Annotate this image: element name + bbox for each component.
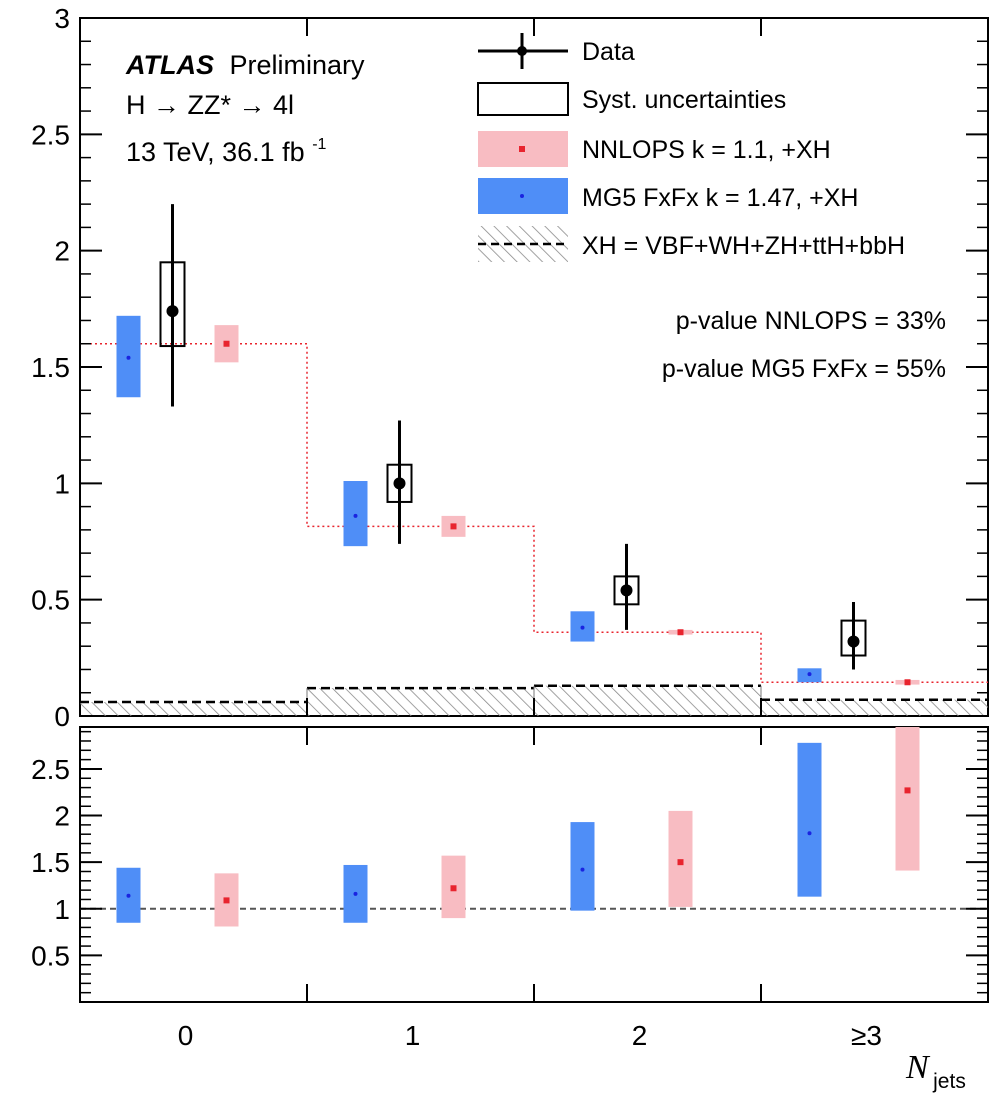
ratio-y-tick-label: 1.5 [31,847,70,878]
main-y-tick-label: 0 [54,701,70,732]
legend-data-marker [478,33,568,69]
legend-nnlops-marker [519,146,525,152]
ratio-y-tick-label: 1 [54,894,70,925]
mg5-point [353,513,358,518]
ratio-nnlops-point [677,859,684,866]
atlas-status: Preliminary [230,50,366,80]
mg5-point [807,672,812,677]
main-y-tick-label: 3 [54,3,70,34]
legend: Data Syst. uncertainties NNLOPS k = 1.1,… [477,33,905,262]
ratio-mg5-point [353,891,358,896]
legend-mg5-label: MG5 FxFx k = 1.47, +XH [582,184,858,212]
main-y-tick-label: 0.5 [31,585,70,616]
legend-nnlops-label: NNLOPS k = 1.1, +XH [582,136,831,164]
pvalue-nnlops: p-value NNLOPS = 33% [676,307,946,335]
ratio-nnlops-point [450,885,457,892]
ratio-nnlops-point [223,897,230,904]
ratio-marks-layer [80,727,988,927]
x-axis-title-sub: jets [932,1070,966,1093]
ratio-mg5-band [797,742,822,897]
nnlops-point [450,523,457,530]
main-y-tick-label: 2.5 [31,119,70,150]
atlas-label: ATLAS Preliminary [125,50,365,80]
legend-syst-label: Syst. uncertainties [582,86,786,114]
lumi-exponent: -1 [312,136,326,153]
ratio-plot-frame [79,726,989,1003]
ratio-mg5-band [570,822,595,911]
energy-lumi: 13 TeV, 36.1 fb [126,137,305,167]
xh-band [534,685,761,716]
legend-syst-swatch [477,82,569,116]
data-point [393,477,406,490]
x-category-label: 2 [632,1020,648,1051]
legend-xh-label: XH = VBF+WH+ZH+ttH+bbH [582,232,905,260]
ratio-y-tick-label: 0.5 [31,940,70,971]
x-axis-title-main: N [905,1049,931,1086]
ratio-nnlops-band [895,727,920,871]
data-point [166,305,179,318]
x-axis-title: N jets [905,1049,966,1093]
pvalue-mg5: p-value MG5 FxFx = 55% [662,355,946,383]
xh-band [761,699,988,716]
nnlops-point [904,679,911,686]
ratio-mg5-point [126,893,131,898]
ratio-mg5-point [580,867,585,872]
main-y-tick-label: 1 [54,468,70,499]
x-category-label: 1 [405,1020,421,1051]
ratio-nnlops-point [904,787,911,794]
nnlops-step-line [80,342,988,684]
main-y-tick-label: 2 [54,236,70,267]
nnlops-point [223,340,230,347]
ratio-y-tick-label: 2 [54,801,70,832]
process-label: H → ZZ* → 4l [126,90,294,120]
legend-mg5-marker [520,194,524,198]
xh-band [80,702,307,716]
x-category-label: ≥3 [851,1020,882,1051]
mg5-band [343,481,368,547]
main-y-tick-label: 1.5 [31,352,70,383]
data-point [620,584,633,597]
mg5-point [580,625,585,630]
mg5-point [126,355,131,360]
x-category-label: 0 [178,1020,194,1051]
data-point [847,635,860,648]
xh-hatch-layer [80,684,988,716]
atlas-logo-text: ATLAS [125,50,214,80]
axes-layer: 0 0.5 1 1.5 2 2.5 3 0.5 1 1.5 2 2.5 0 1 2 ≥3 [31,3,988,1051]
ratio-y-tick-label: 2.5 [31,754,70,785]
energy-label: 13 TeV, 36.1 fb -1 [126,136,327,167]
xh-band [307,688,534,716]
ratio-nnlops-band [668,810,693,907]
main-marks-layer [80,204,988,686]
nnlops-point [677,629,684,636]
ratio-mg5-point [807,831,812,836]
legend-data-label: Data [582,38,635,66]
